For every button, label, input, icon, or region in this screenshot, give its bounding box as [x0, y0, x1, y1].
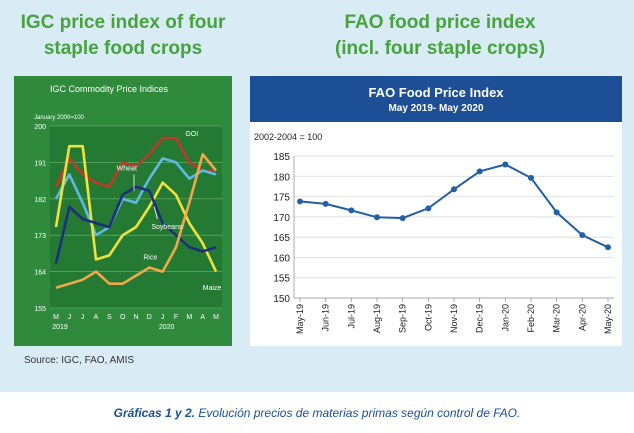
- fao-chart-subtitle: May 2019- May 2020: [388, 103, 484, 114]
- fao-x-tick-label: Aug-19: [372, 304, 382, 333]
- igc-x-tick-label: D: [147, 314, 152, 321]
- igc-x-tick-label: A: [200, 314, 205, 321]
- fao-data-point: [348, 207, 355, 214]
- fao-x-tick-label: May-19: [295, 304, 305, 334]
- igc-label-soybeans-pointer: [153, 206, 158, 220]
- fao-data-point: [451, 186, 457, 193]
- igc-chart-panel: IGC Commodity Price Indices January 2000=…: [14, 76, 232, 346]
- igc-series-goi: [54, 136, 216, 188]
- source-note: Source: IGC, FAO, AMIS: [24, 355, 135, 366]
- fao-data-point: [399, 215, 406, 222]
- fao-x-tick-label: Jan-20: [500, 304, 510, 332]
- igc-x-tick-label: F: [174, 314, 178, 321]
- igc-year-label: 2019: [52, 324, 68, 331]
- fao-data-point: [425, 205, 432, 212]
- fao-y-tick-label: 165: [273, 233, 290, 244]
- fao-chart: 2002-2004 = 100 150 155 160 165 170 175 180 185 M…: [254, 132, 614, 334]
- igc-label-wheat: Wheat: [117, 165, 137, 172]
- igc-label-rice: Rice: [143, 254, 157, 261]
- fao-y-tick-label: 155: [273, 274, 290, 285]
- fao-y-tick-label: 150: [273, 294, 290, 305]
- igc-title-line-2: staple food crops: [43, 38, 203, 59]
- figure-caption: Gráficas 1 y 2. Evolución precios de mat…: [0, 406, 634, 420]
- fao-x-tick-label: Nov-19: [449, 304, 459, 333]
- fao-x-tick-label: Sep-19: [398, 304, 408, 333]
- fao-x-tick-label: Jun-19: [321, 304, 331, 332]
- igc-x-tick-label: N: [133, 314, 138, 321]
- fao-data-point: [374, 214, 380, 221]
- igc-y-tick-label: 155: [34, 306, 46, 313]
- fao-x-tick-label: Dec-19: [475, 304, 485, 333]
- fao-data-point: [553, 209, 560, 216]
- igc-x-tick-label: J: [68, 314, 72, 321]
- fao-chart-panel: FAO Food Price Index May 2019- May 2020 …: [250, 76, 622, 346]
- fao-x-tick-label: Feb-20: [526, 304, 536, 333]
- igc-series-maize: [55, 153, 218, 290]
- igc-label-soybeans: Soybeans: [151, 224, 183, 231]
- fao-y-tick-label: 185: [273, 152, 290, 163]
- igc-chart-subtitle: January 2000=100: [34, 115, 85, 121]
- igc-figure-title: IGC price index of four staple food crop…: [8, 10, 238, 62]
- igc-chart-title: IGC Commodity Price Indices: [50, 84, 169, 94]
- igc-x-tick-label: J: [161, 314, 165, 321]
- igc-x-tick-label: S: [107, 314, 112, 321]
- fao-title-line-2: (incl. four staple crops): [334, 38, 546, 59]
- igc-label-maize: Maize: [203, 285, 222, 292]
- figure-panel: IGC price index of four staple food crop…: [0, 0, 634, 392]
- igc-y-tick-label: 173: [34, 233, 46, 240]
- fao-data-point: [322, 200, 329, 207]
- fao-data-point: [605, 244, 611, 251]
- fao-x-tick-label: Jul-19: [346, 304, 356, 329]
- caption-text: Evolución precios de materias primas seg…: [195, 406, 521, 420]
- fao-series-line: [299, 163, 609, 249]
- fao-data-point: [502, 161, 509, 168]
- fao-title-line-1: FAO food price index: [344, 12, 536, 33]
- fao-data-point: [528, 174, 534, 181]
- caption-bold: Gráficas 1 y 2.: [113, 406, 196, 420]
- fao-data-point: [476, 168, 483, 175]
- fao-y-tick-label: 160: [273, 253, 290, 264]
- igc-title-line-1: IGC price index of four: [20, 12, 226, 33]
- fao-chart-header: FAO Food Price Index May 2019- May 2020: [250, 76, 622, 122]
- igc-y-tick-label: 164: [34, 270, 46, 277]
- igc-y-tick-label: 182: [34, 197, 46, 204]
- igc-x-tick-label: M: [186, 314, 192, 321]
- fao-x-tick-label: Oct-19: [423, 304, 433, 331]
- igc-year-label: 2020: [159, 324, 175, 331]
- igc-x-tick-label: A: [94, 314, 99, 321]
- igc-chart: IGC Commodity Price Indices January 2000=…: [34, 84, 222, 331]
- fao-data-point: [579, 232, 586, 239]
- igc-x-tick-label: J: [81, 314, 85, 321]
- igc-series-soybeans: [54, 144, 218, 273]
- igc-y-tick-label: 191: [34, 160, 46, 167]
- igc-series-rice: [54, 185, 217, 264]
- fao-chart-title: FAO Food Price Index: [368, 85, 504, 100]
- fao-y-tick-label: 170: [273, 213, 290, 224]
- fao-x-tick-label: Mar-20: [552, 304, 562, 333]
- igc-series-wheat: [54, 157, 217, 237]
- igc-x-tick-label: M: [213, 314, 219, 321]
- fao-data-point: [297, 198, 303, 205]
- fao-x-tick-label: May-20: [603, 304, 613, 334]
- igc-x-tick-label: O: [120, 314, 126, 321]
- fao-y-unit-label: 2002-2004 = 100: [254, 132, 322, 142]
- igc-x-tick-label: M: [53, 314, 59, 321]
- igc-y-tick-label: 200: [34, 124, 46, 131]
- fao-figure-title: FAO food price index (incl. four staple …: [262, 10, 618, 62]
- fao-x-tick-label: Apr-20: [577, 304, 587, 331]
- fao-y-tick-label: 175: [273, 193, 290, 204]
- igc-label-goi: GOI: [185, 131, 198, 138]
- fao-y-tick-label: 180: [273, 172, 290, 183]
